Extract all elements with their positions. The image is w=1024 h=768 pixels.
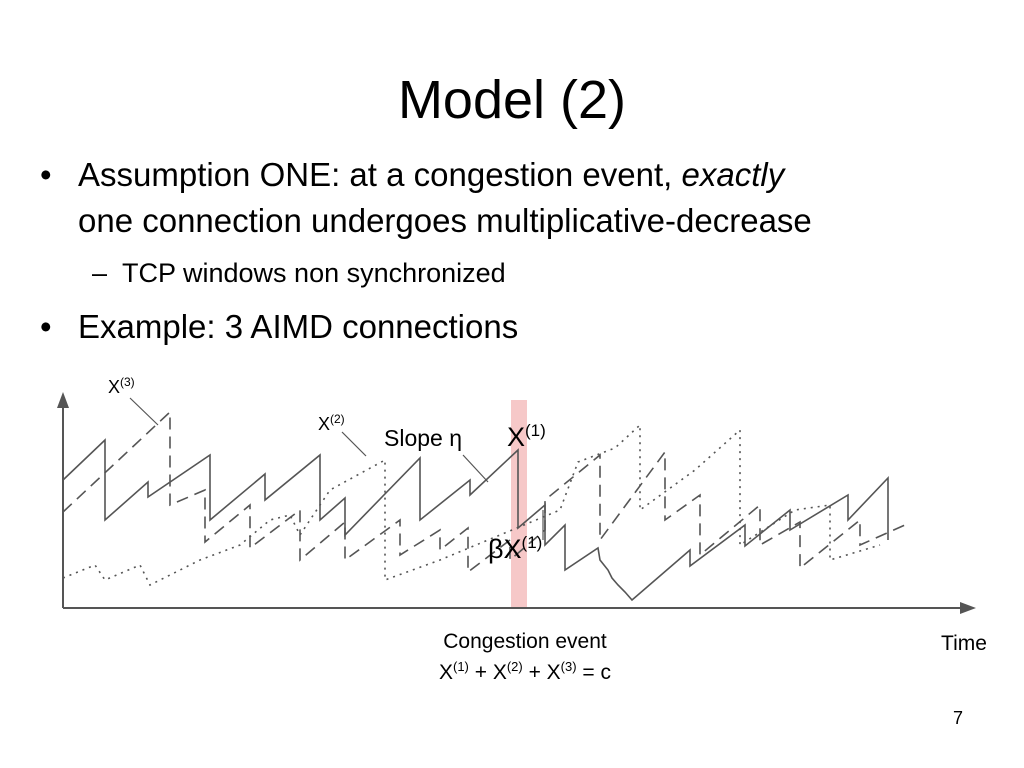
superscript: (2) <box>507 659 523 674</box>
emphasis: exactly <box>682 156 787 193</box>
superscript: (3) <box>120 375 135 389</box>
label: X <box>507 422 525 452</box>
slide-title: Model (2) <box>398 70 626 130</box>
pointer <box>462 454 489 483</box>
sub-bullet-marker: – <box>92 258 107 288</box>
superscript: (3) <box>561 659 577 674</box>
time-label: Time <box>941 632 987 655</box>
page-number: 7 <box>953 708 963 728</box>
axes <box>57 392 976 614</box>
label: βX <box>488 534 522 564</box>
pointer <box>341 431 367 457</box>
bullet-text: Example: 3 AIMD connections <box>78 308 518 345</box>
bullet-text: Assumption ONE: at a congestion event, e… <box>78 156 787 193</box>
event-label: Congestion event <box>443 630 607 653</box>
label: X <box>108 377 120 397</box>
sawtooth-x1 <box>62 438 889 602</box>
label-x3: X(3) <box>108 375 135 397</box>
term: = c <box>582 661 611 684</box>
bullet-text: one connection undergoes multiplicative-… <box>78 202 812 239</box>
superscript: (2) <box>330 412 345 426</box>
arrow <box>960 602 976 614</box>
term: + X <box>475 661 507 684</box>
label-beta-x1: βX(1) <box>488 533 542 564</box>
label-slope: Slope η <box>384 425 462 451</box>
superscript: (1) <box>522 533 543 552</box>
bullet-marker: • <box>40 308 52 345</box>
term: X <box>439 661 453 684</box>
label-x2: X(2) <box>318 412 345 434</box>
superscript: (1) <box>453 659 469 674</box>
sawtooth-x3 <box>62 410 906 574</box>
term: + X <box>529 661 561 684</box>
sub-bullet-text: TCP windows non synchronized <box>122 258 506 288</box>
bullet-marker: • <box>40 156 52 193</box>
arrow <box>57 392 69 408</box>
label: X <box>318 414 330 434</box>
sawtooth-x2 <box>62 423 881 587</box>
pointer <box>129 397 159 426</box>
equation: X(1) + X(2) + X(3) = c <box>439 653 611 684</box>
superscript: (1) <box>525 421 546 440</box>
label-x1: X(1) <box>507 421 546 452</box>
text: Assumption ONE: at a congestion event, <box>78 156 672 193</box>
